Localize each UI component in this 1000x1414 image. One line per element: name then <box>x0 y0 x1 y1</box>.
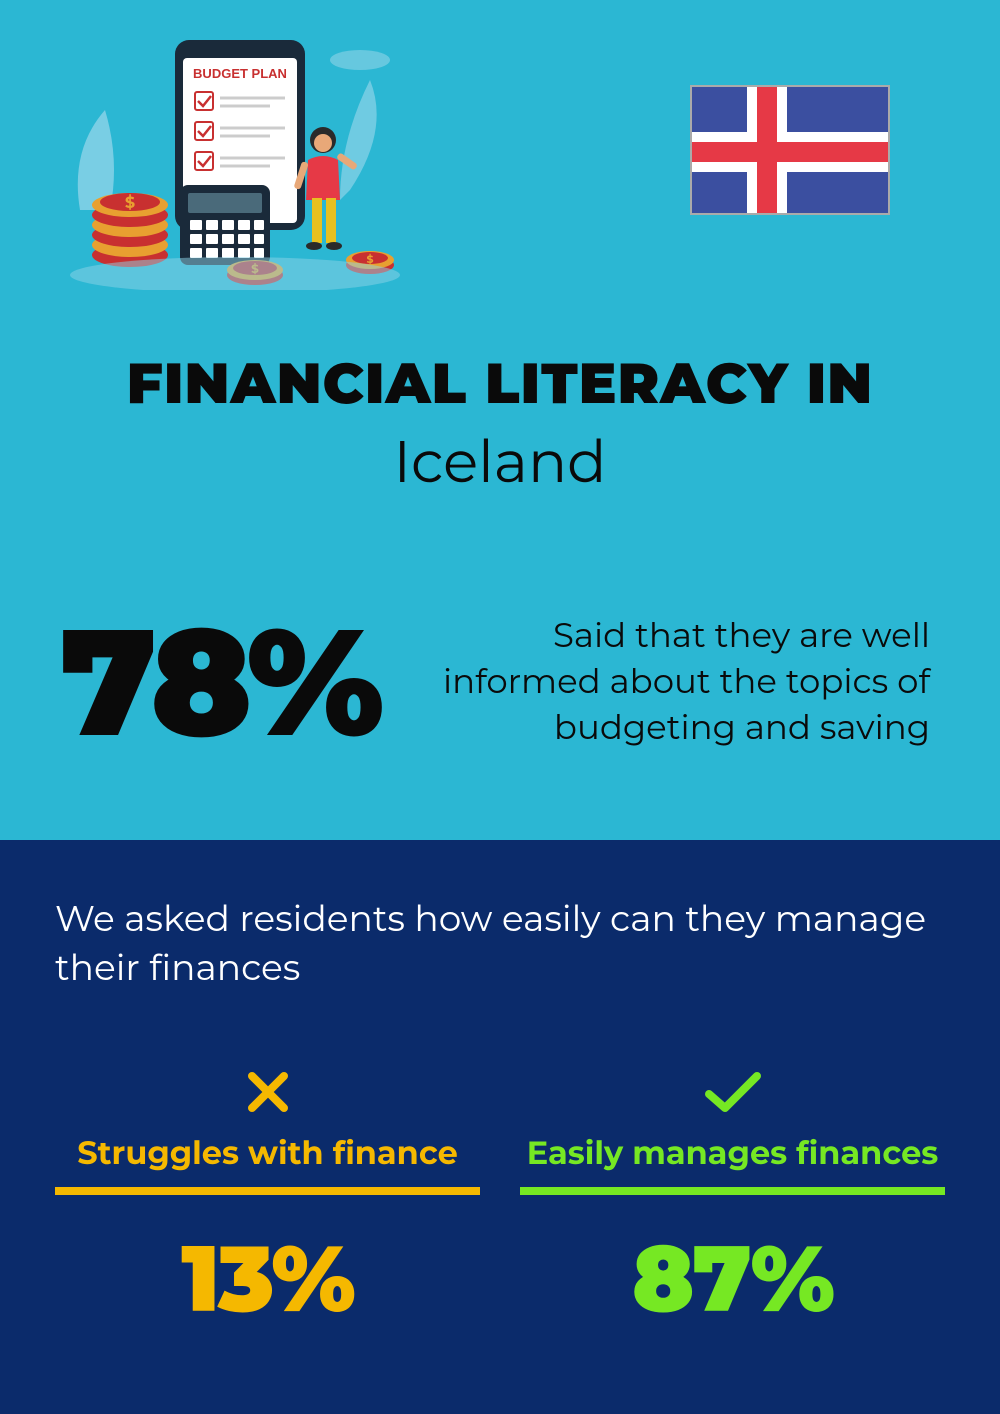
title-line2: Iceland <box>60 426 940 497</box>
bottom-section: We asked residents how easily can they m… <box>0 840 1000 1414</box>
main-stat-percent: 78% <box>60 607 380 757</box>
header-row: BUDGET PLAN <box>60 30 940 300</box>
struggles-label: Struggles with finance <box>77 1134 458 1173</box>
main-stat-description: Said that they are well informed about t… <box>410 613 940 751</box>
budget-plan-text: BUDGET PLAN <box>193 66 287 81</box>
easy-percent: 87% <box>632 1223 833 1335</box>
easy-label: Easily manages finances <box>527 1134 939 1173</box>
svg-text:$: $ <box>125 194 135 213</box>
iceland-flag-icon <box>690 85 890 215</box>
main-stat-row: 78% Said that they are well informed abo… <box>60 607 940 757</box>
results-row: Struggles with finance 13% Easily manage… <box>55 1062 945 1335</box>
check-icon <box>701 1062 765 1122</box>
easy-divider <box>520 1187 945 1195</box>
title-block: FINANCIAL LITERACY IN Iceland <box>60 350 940 497</box>
budget-illustration: BUDGET PLAN <box>60 30 410 290</box>
struggles-percent: 13% <box>181 1223 353 1335</box>
svg-text:$: $ <box>366 252 373 266</box>
top-section: BUDGET PLAN <box>0 0 1000 840</box>
struggles-divider <box>55 1187 480 1195</box>
struggles-column: Struggles with finance 13% <box>55 1062 480 1335</box>
infographic-page: BUDGET PLAN <box>0 0 1000 1414</box>
easy-column: Easily manages finances 87% <box>520 1062 945 1335</box>
question-text: We asked residents how easily can they m… <box>55 895 945 992</box>
title-line1: FINANCIAL LITERACY IN <box>60 350 940 418</box>
x-icon <box>242 1062 294 1122</box>
